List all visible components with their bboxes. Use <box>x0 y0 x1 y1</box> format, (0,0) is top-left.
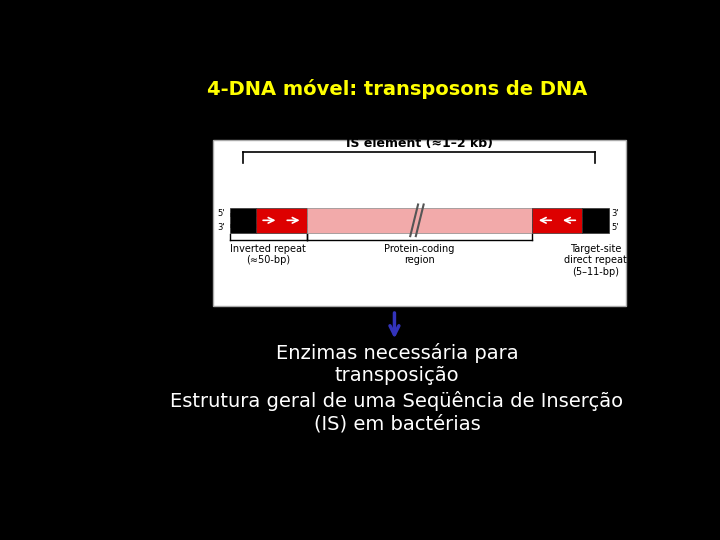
Bar <box>307 208 532 233</box>
Bar <box>230 224 609 228</box>
Text: Enzimas necessária para
transposição: Enzimas necessária para transposição <box>276 343 518 386</box>
Text: Estrutura geral de uma Seqüência de Inserção
(IS) em bactérias: Estrutura geral de uma Seqüência de Inse… <box>171 391 624 433</box>
Bar <box>256 208 307 233</box>
Text: IS element (≈1–2 kb): IS element (≈1–2 kb) <box>346 137 492 150</box>
Bar <box>213 140 626 306</box>
Text: Inverted repeat
(≈50-bp): Inverted repeat (≈50-bp) <box>230 244 306 265</box>
Text: Protein-coding
region: Protein-coding region <box>384 244 454 265</box>
Bar <box>230 208 256 233</box>
Text: 3': 3' <box>612 209 619 218</box>
Bar <box>532 208 582 233</box>
Text: 5': 5' <box>612 223 619 232</box>
Text: Target-site
direct repeat
(5–11-bp): Target-site direct repeat (5–11-bp) <box>564 244 627 277</box>
Text: 4-DNA móvel: transposons de DNA: 4-DNA móvel: transposons de DNA <box>207 79 587 99</box>
Text: 5': 5' <box>217 209 225 218</box>
Text: 3': 3' <box>217 223 225 232</box>
Bar <box>582 208 609 233</box>
Bar <box>230 213 609 217</box>
